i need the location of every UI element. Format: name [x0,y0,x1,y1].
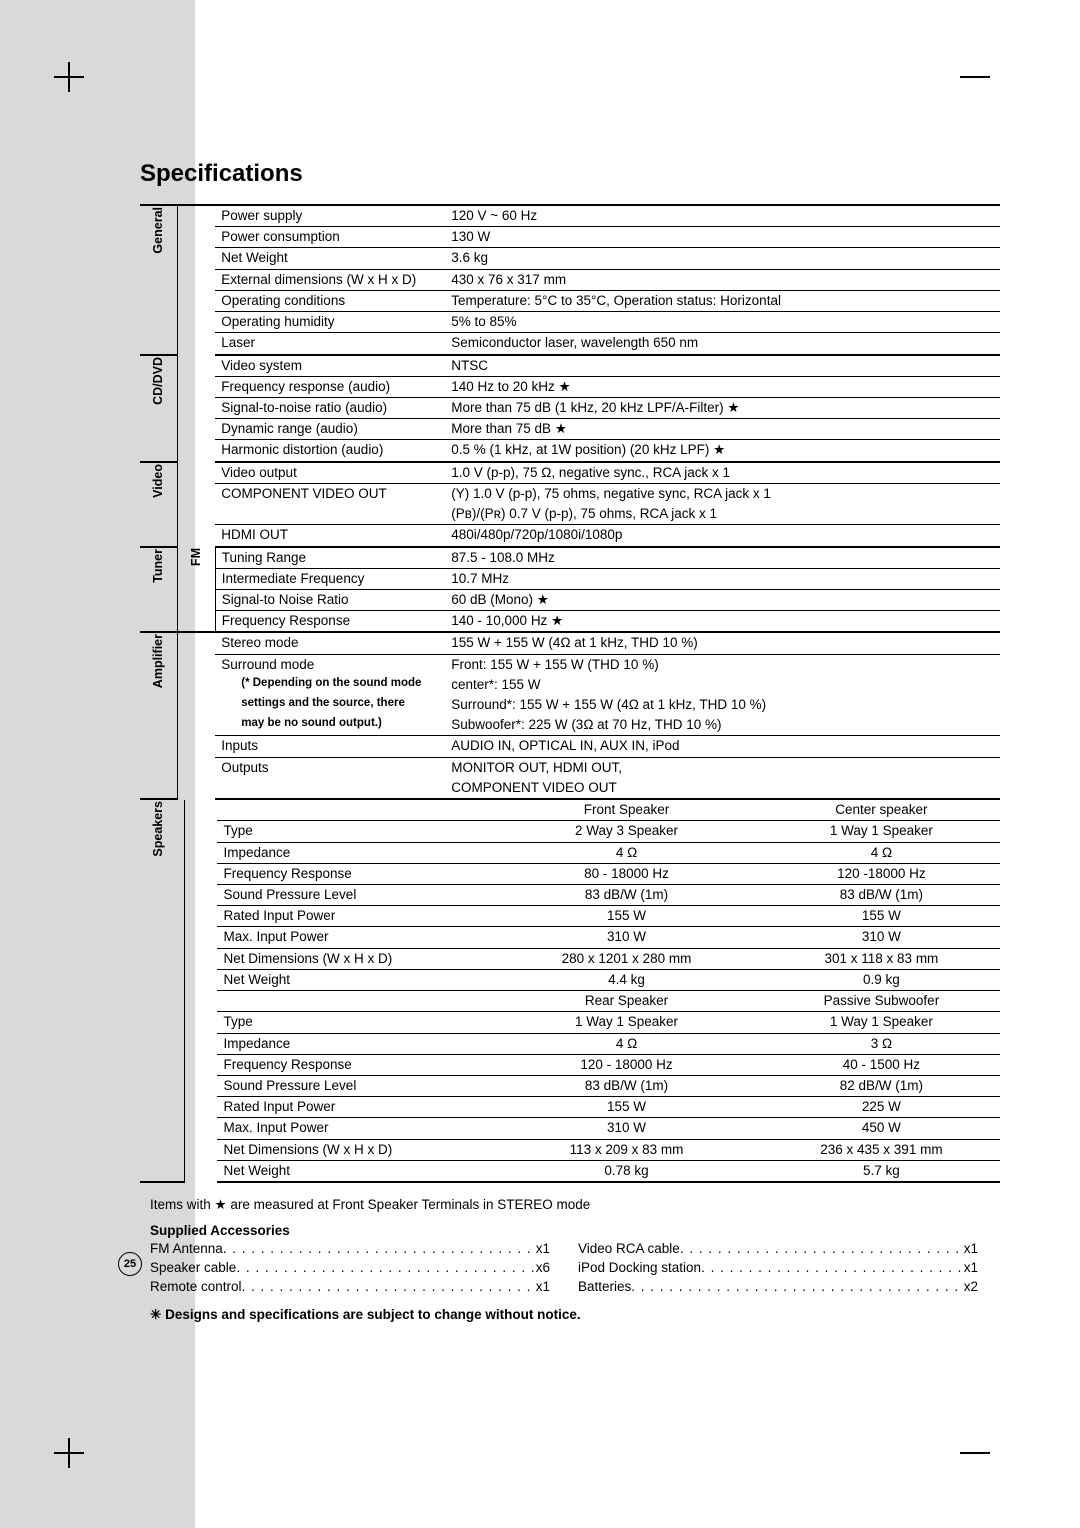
accessory-row: FM Antenna . . . . . . . . . . . . . . .… [150,1240,550,1259]
crop-mark [960,76,990,78]
specifications-table: General Power supply 120 V ~ 60 Hz Power… [140,204,1000,800]
page-content: Specifications General Power supply 120 … [140,160,1000,1323]
speaker-col-header: Front Speaker [490,800,763,821]
footnote: Items with ★ are measured at Front Speak… [150,1197,1000,1213]
disclaimer: ✳ Designs and specifications are subject… [150,1307,1000,1323]
accessories-col-left: FM Antenna . . . . . . . . . . . . . . .… [150,1240,550,1297]
spec-param: Power supply [215,205,445,227]
crop-mark [68,1438,70,1468]
accessory-row: Speaker cable . . . . . . . . . . . . . … [150,1259,550,1278]
page-number-wrap: 25 [118,1252,142,1276]
accessories-columns: FM Antenna . . . . . . . . . . . . . . .… [150,1240,1000,1297]
accessory-row: Video RCA cable . . . . . . . . . . . . … [578,1240,978,1259]
accessory-row: iPod Docking station . . . . . . . . . .… [578,1259,978,1278]
cat-amplifier: Amplifier [146,634,171,688]
cat-general: General [146,207,171,254]
cat-fm: FM [184,548,209,566]
crop-mark [960,1452,990,1454]
cat-cddvd: CD/DVD [146,357,171,405]
speakers-table: Speakers Front Speaker Center speaker Ty… [140,800,1000,1183]
accessories-title: Supplied Accessories [150,1223,1000,1238]
accessories-col-right: Video RCA cable . . . . . . . . . . . . … [578,1240,978,1297]
cat-speakers: Speakers [146,801,171,857]
page-title: Specifications [140,160,1000,188]
accessory-row: Remote control . . . . . . . . . . . . .… [150,1278,550,1297]
cat-video: Video [146,464,171,498]
crop-mark [68,62,70,92]
cat-tuner: Tuner [146,549,171,583]
accessory-row: Batteries . . . . . . . . . . . . . . . … [578,1278,978,1297]
page-number: 25 [118,1252,142,1276]
amp-note: (* Depending on the sound mode [221,676,439,690]
speaker-col-header: Center speaker [763,800,1000,821]
spec-value: 120 V ~ 60 Hz [445,205,1000,227]
